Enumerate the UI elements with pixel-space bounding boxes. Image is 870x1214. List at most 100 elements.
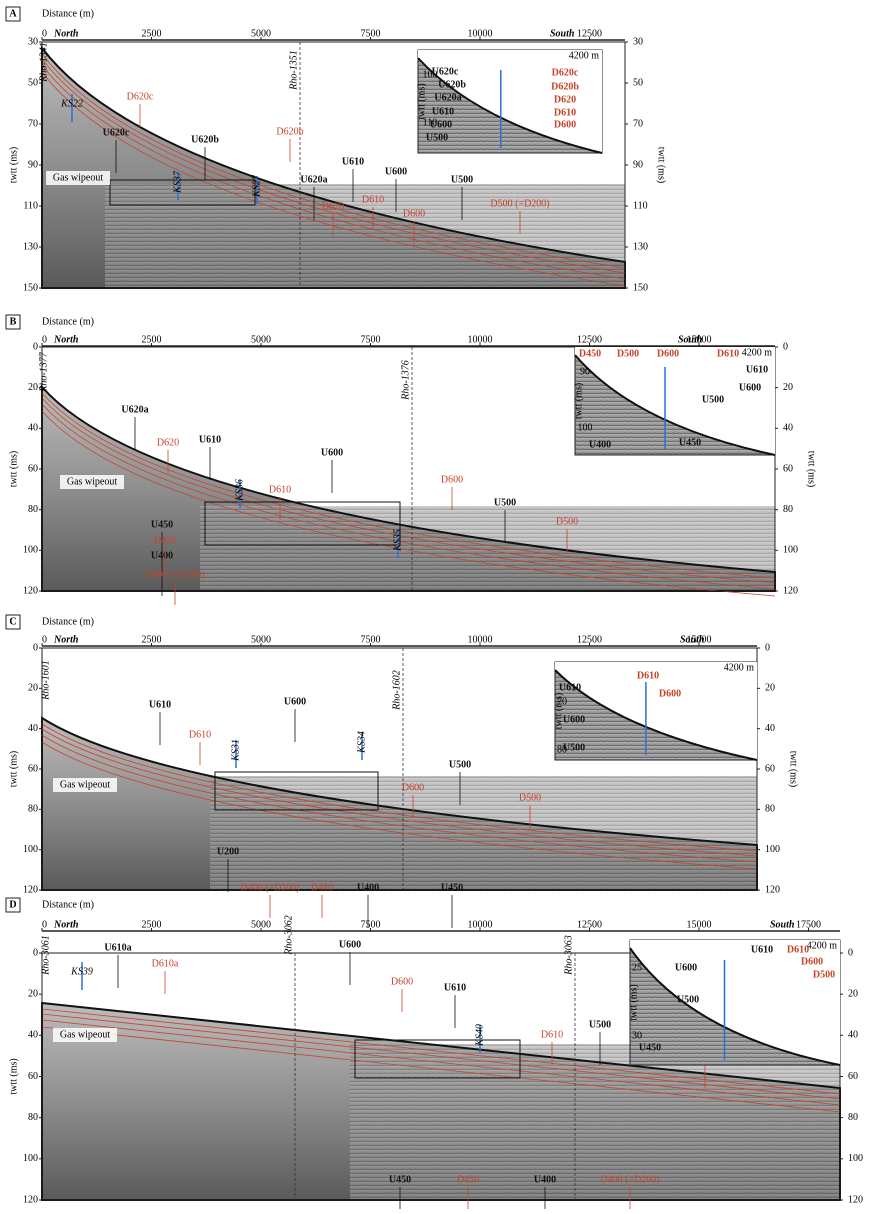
unit-label: U500 (494, 497, 516, 508)
line-name: Rho-3062 (283, 915, 294, 955)
y-tick-label: 110 (23, 200, 38, 211)
reflector-label: D620 (157, 437, 179, 448)
inset-scale: 4200 m (724, 662, 755, 673)
reflector-label: D500 (556, 516, 578, 527)
panel-label: C (9, 616, 16, 627)
inset-scale: 4200 m (742, 347, 773, 358)
y-title: twtt (ms) (8, 751, 19, 787)
north-label: North (53, 334, 79, 345)
y-tick-label: 20 (28, 988, 38, 999)
x-tick-label: 5000 (251, 919, 271, 930)
x-tick-label: 12500 (577, 634, 602, 645)
inset-y-title: twtt (ms) (573, 383, 584, 419)
reflector-label: D620c (127, 91, 154, 102)
reflector-label: D450 (457, 1174, 479, 1185)
inset-reflector-label: D610 (787, 944, 809, 955)
x-tick-label: 10000 (468, 919, 493, 930)
unit-label: U610a (104, 942, 131, 953)
y-tick-label-right: 90 (633, 159, 643, 170)
reflector-label: D610 (269, 484, 291, 495)
north-label: North (53, 919, 79, 930)
gas-wipeout: Gas wipeout (60, 779, 110, 790)
inset-unit-label: U600 (739, 382, 761, 393)
y-tick-label: 40 (28, 423, 38, 434)
reflector-label: D620 (322, 201, 344, 212)
reflector-label: D610a (152, 958, 179, 969)
north-label: North (53, 634, 79, 645)
y-tick-label: 50 (28, 77, 38, 88)
x-tick-label: 7500 (361, 28, 381, 39)
unit-label: U450 (441, 882, 463, 893)
inset-reflector-label: D500 (617, 348, 639, 359)
y-tick-label-right: 110 (633, 200, 648, 211)
reflector-label: D600 (402, 782, 424, 793)
y-tick-label: 100 (23, 545, 38, 556)
x-tick-label: 15000 (687, 919, 712, 930)
unit-label: U610 (444, 982, 466, 993)
y-tick-label-right: 120 (783, 585, 798, 596)
core-name: KS35 (392, 529, 403, 552)
inset-tick-label: 30 (632, 1030, 642, 1041)
inset-y-title: twtt (ms) (628, 984, 639, 1020)
x-tick-label: 2500 (142, 919, 162, 930)
unit-label: U600 (321, 447, 343, 458)
reflector-label: D400 (=D200) (145, 569, 204, 580)
reflector-label: D400 (=D200) (600, 1174, 659, 1185)
y-tick-label: 100 (23, 1153, 38, 1164)
reflector-label: D600 (441, 474, 463, 485)
y-tick-label: 40 (28, 1030, 38, 1041)
y-title-right: twtt (ms) (806, 451, 817, 487)
y-tick-label: 120 (23, 884, 38, 895)
y-tick-label: 60 (28, 1071, 38, 1082)
y-title-right: twtt (ms) (656, 147, 667, 183)
x-tick-label: 5000 (251, 634, 271, 645)
y-tick-label-right: 70 (633, 118, 643, 129)
x-tick-label: 0 (42, 334, 47, 345)
inset-unit-label: U620c (432, 66, 459, 77)
inset-unit-label: U600 (563, 714, 585, 725)
reflector-label: D500 (519, 792, 541, 803)
y-tick-label: 0 (33, 341, 38, 352)
line-name: Rho-1602 (391, 670, 402, 710)
inset-reflector-label: D610 (637, 670, 659, 681)
x-tick-label: 12500 (577, 28, 602, 39)
figure: ADistance (m)02500500075001000012500Nort… (0, 0, 870, 1209)
x-tick-label: 0 (42, 919, 47, 930)
core-name: KS27 (251, 174, 262, 198)
inset-reflector-label: D610 (717, 348, 739, 359)
distance-title: Distance (m) (42, 8, 94, 19)
y-tick-label: 80 (28, 804, 38, 815)
inset-unit-label: U450 (639, 1042, 661, 1053)
south-label: South (680, 634, 705, 645)
inset-scale: 4200 m (569, 50, 600, 61)
unit-label: U610 (199, 434, 221, 445)
y-tick-label: 40 (28, 723, 38, 734)
y-title: twtt (ms) (8, 451, 19, 487)
distance-title: Distance (m) (42, 899, 94, 910)
inset-reflector-label: D500 (813, 969, 835, 980)
x-tick-label: 10000 (468, 334, 493, 345)
inset-reflector-label: D620 (554, 94, 576, 105)
processed-section (200, 506, 775, 591)
unit-label: U400 (534, 1174, 556, 1185)
reflector-label: D620b (276, 126, 303, 137)
line-name: Rho-1377 (38, 351, 49, 392)
inset-tick-label: 90 (580, 366, 590, 377)
unit-label: U620a (300, 174, 327, 185)
inset-unit-label: U450 (679, 437, 701, 448)
core-name: KS40 (474, 1024, 485, 1047)
distance-title: Distance (m) (42, 616, 94, 627)
inset-unit-label: U500 (426, 132, 448, 143)
gas-wipeout: Gas wipeout (60, 1029, 110, 1040)
unit-label: U450 (389, 1174, 411, 1185)
inset-y-title: twtt (ms) (416, 83, 427, 119)
core-name: KS36 (234, 479, 245, 502)
inset-reflector-label: D600 (801, 956, 823, 967)
y-title-right: twtt (ms) (788, 751, 799, 787)
unit-label: U600 (339, 939, 361, 950)
south-label: South (770, 919, 795, 930)
unit-label: U620c (103, 127, 130, 138)
unit-label: U450 (151, 519, 173, 530)
inset-reflector-label: D600 (657, 348, 679, 359)
unit-label: U610 (149, 699, 171, 710)
